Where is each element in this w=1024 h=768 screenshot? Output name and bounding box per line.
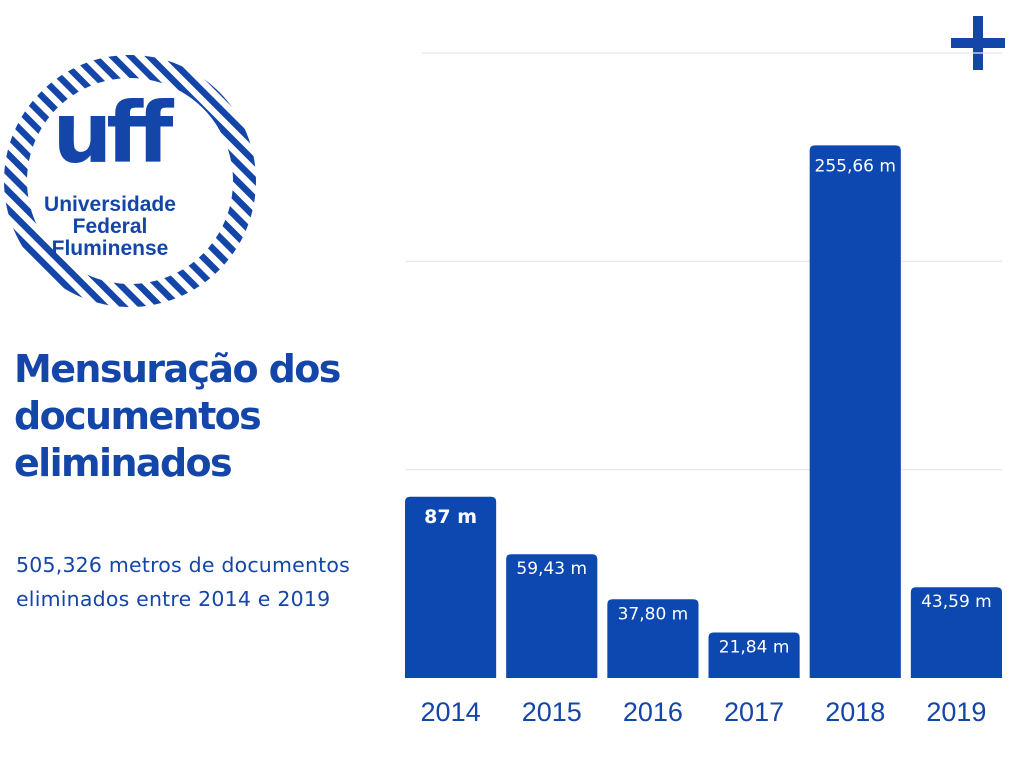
bar-2015 [506, 554, 598, 678]
data-label-2018: 255,66 m [815, 156, 896, 176]
logo-name-line-1: Universidade [44, 193, 176, 216]
chart-bars [405, 145, 1002, 678]
bar-2014 [405, 496, 497, 678]
data-label-2019: 43,59 m [921, 592, 992, 612]
bar-2018 [809, 145, 901, 678]
page-title: Mensuração dos documentos eliminados [14, 347, 341, 485]
data-label-2017: 21,84 m [719, 638, 790, 658]
plus-icon [951, 16, 1005, 70]
uff-logo: uff Universidade Federal Fluminense [4, 55, 256, 307]
x-tick-label-2015: 2015 [522, 697, 582, 727]
data-label-2014: 87 m [424, 506, 477, 528]
logo-name-line-3: Fluminense [52, 237, 169, 260]
data-label-2016: 37,80 m [618, 604, 689, 624]
data-label-2015: 59,43 m [516, 559, 587, 579]
logo-wordmark: uff [53, 84, 175, 182]
logo-name-line-2: Federal [73, 215, 148, 238]
x-tick-label-2014: 2014 [421, 697, 481, 727]
x-tick-label-2019: 2019 [926, 697, 986, 727]
bar-2016 [607, 599, 699, 678]
chart-gridlines [405, 52, 1002, 471]
x-tick-label-2017: 2017 [724, 697, 784, 727]
bar-2019 [910, 587, 1002, 678]
chart-x-tick-labels: 2014 2015 2016 2017 2018 2019 [421, 697, 987, 727]
x-tick-label-2016: 2016 [623, 697, 683, 727]
summary-text: 505,326 metros de documentos eliminados … [16, 553, 351, 611]
bar-2017 [708, 632, 800, 678]
chart-data-labels: 87 m 59,43 m 37,80 m 21,84 m 255,66 m 43,59 m [424, 156, 992, 657]
x-tick-label-2018: 2018 [825, 697, 885, 727]
